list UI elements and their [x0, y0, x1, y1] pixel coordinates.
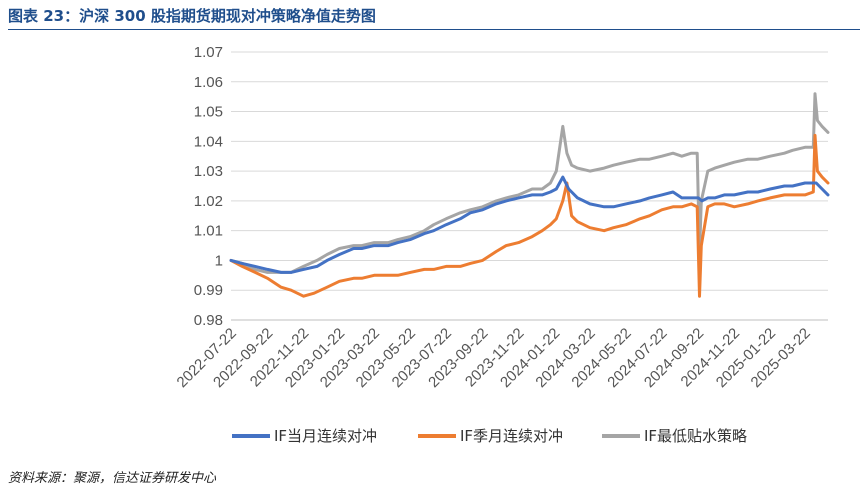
- source-note: 资料来源：聚源，信达证券研发中心: [8, 471, 217, 486]
- y-tick-label: 0.99: [194, 282, 223, 299]
- y-tick-label: 0.98: [194, 312, 223, 329]
- y-tick-label: 1.04: [194, 133, 223, 150]
- x-axis-ticks: 2022-07-222022-09-222022-11-222023-01-22…: [174, 325, 814, 391]
- y-axis-ticks: 1.07 1.06 1.05 1.04 1.03 1.02 1.01 1 0.99 0.98: [194, 44, 223, 329]
- legend-label: IF最低贴水策略: [644, 427, 747, 445]
- legend: IF当月连续对冲 IF季月连续对冲 IF最低贴水策略: [232, 427, 747, 445]
- y-tick-label: 1: [215, 252, 223, 269]
- y-tick-label: 1.03: [194, 163, 223, 180]
- legend-label: IF当月连续对冲: [274, 427, 377, 445]
- series-line: [229, 133, 830, 298]
- y-tick-label: 1.02: [194, 193, 223, 210]
- figure-title: 图表 23：沪深 300 股指期货期现对冲策略净值走势图: [8, 7, 376, 25]
- y-tick-label: 1.06: [194, 74, 223, 91]
- y-tick-label: 1.05: [194, 104, 223, 121]
- legend-label: IF季月连续对冲: [460, 427, 563, 445]
- y-tick-label: 1.01: [194, 223, 223, 240]
- series-lines: [229, 92, 830, 298]
- series-line: [229, 175, 830, 274]
- y-tick-label: 1.07: [194, 44, 223, 61]
- gridlines: [231, 51, 828, 321]
- line-chart: 1.07 1.06 1.05 1.04 1.03 1.02 1.01 1 0.99 0.98 20…: [174, 44, 830, 445]
- title-divider: [8, 29, 860, 30]
- series-line: [229, 92, 830, 274]
